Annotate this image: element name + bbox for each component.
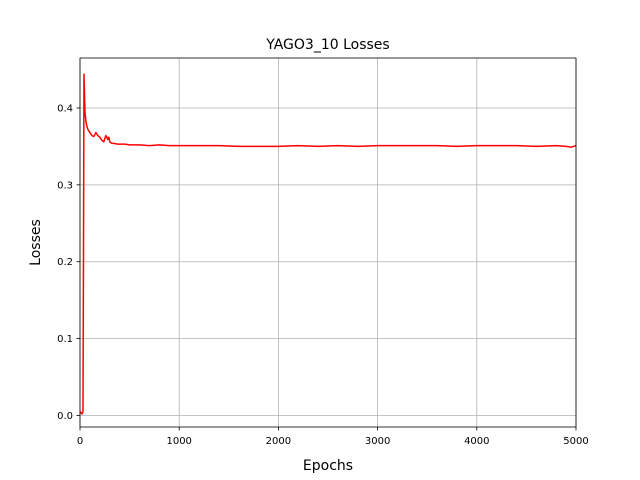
x-tick-label: 1000 [166,436,191,447]
x-tick-label: 4000 [464,436,489,447]
y-tick-label: 0.2 [57,257,73,268]
y-tick-label: 0.1 [57,334,73,345]
y-tick-label: 0.3 [57,180,73,191]
plot-frame [79,57,577,428]
x-tick-label: 5000 [563,436,588,447]
y-axis-title: Losses [28,219,44,266]
chart-title: YAGO3_10 Losses [265,37,389,53]
loss-line [79,73,577,415]
x-tick-label: 2000 [266,436,291,447]
series-layer [79,73,577,415]
y-tick-label: 0.4 [57,103,73,114]
x-axis-title: Epochs [303,458,353,474]
x-tick-label: 0 [77,436,83,447]
y-tick-label: 0.0 [57,411,73,422]
x-tick-label: 3000 [365,436,390,447]
ticks: 0 1000 2000 3000 4000 5000 0.0 0.1 0.2 0.3 0.4 [57,103,589,447]
